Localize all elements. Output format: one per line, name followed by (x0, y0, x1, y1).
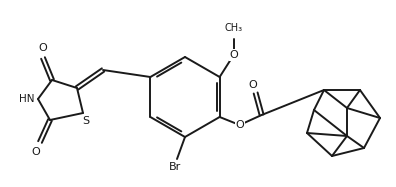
Text: O: O (229, 50, 238, 60)
Text: O: O (32, 147, 40, 157)
Text: HN: HN (19, 94, 35, 104)
Text: O: O (248, 80, 257, 90)
Text: CH₃: CH₃ (225, 23, 243, 33)
Text: S: S (82, 116, 89, 126)
Text: O: O (235, 120, 244, 130)
Text: O: O (39, 43, 48, 53)
Text: Br: Br (169, 162, 181, 172)
